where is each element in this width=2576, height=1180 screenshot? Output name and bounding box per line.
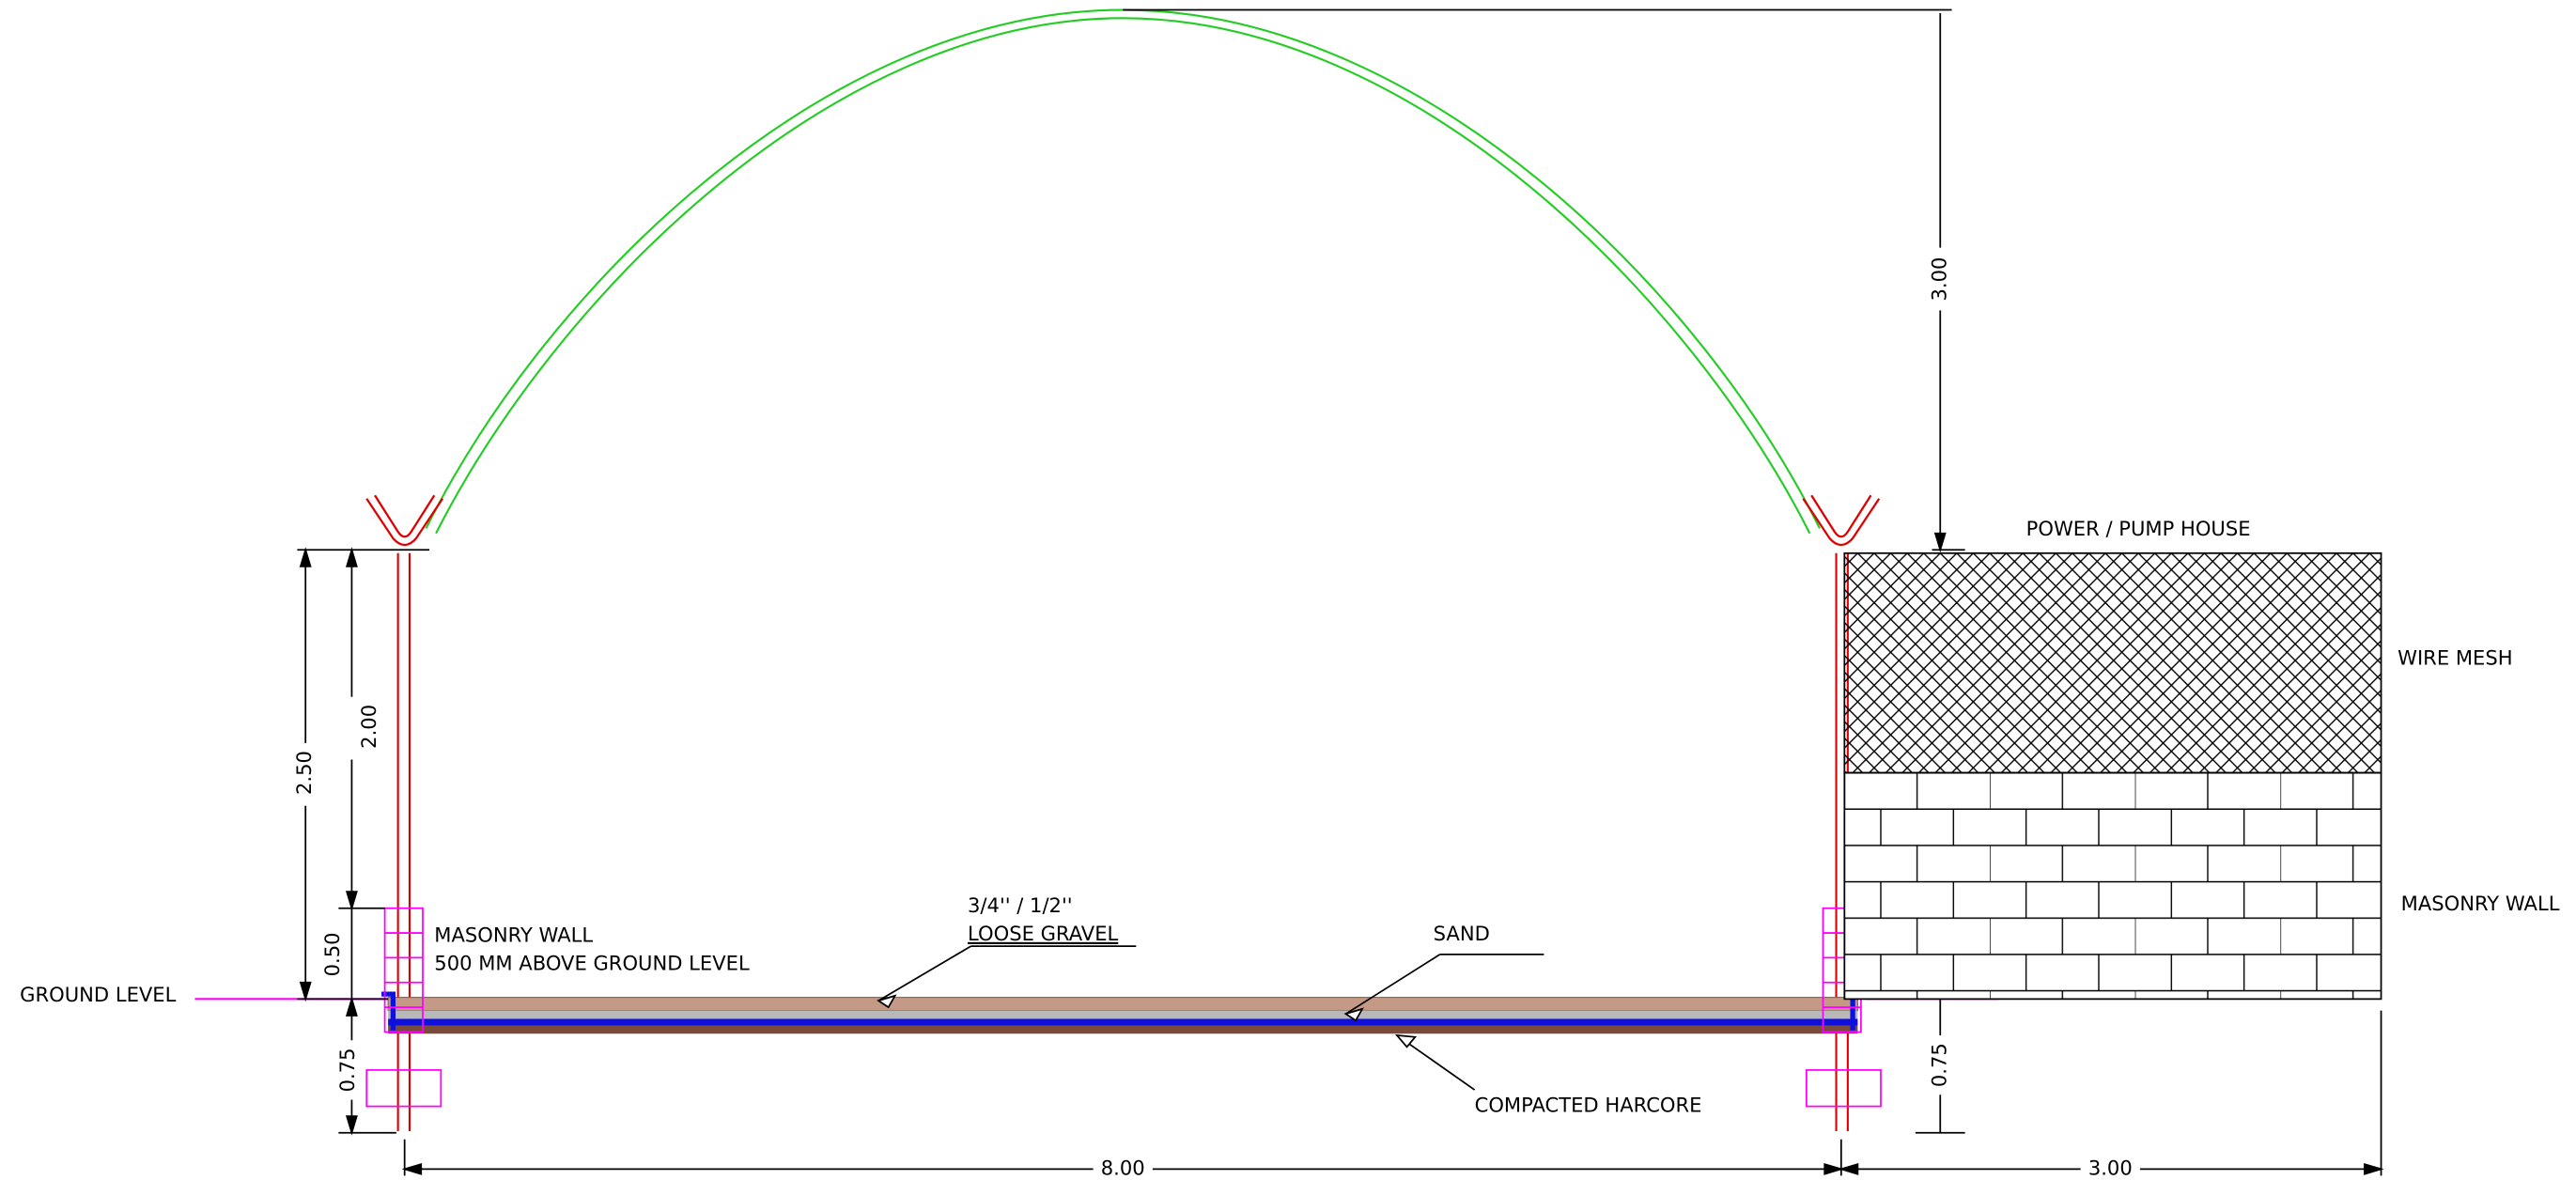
label: LOOSE GRAVEL bbox=[968, 922, 1119, 945]
arch bbox=[435, 17, 1811, 535]
label: POWER / PUMP HOUSE bbox=[2026, 517, 2251, 540]
wire-mesh bbox=[1843, 551, 2382, 774]
membrane bbox=[388, 1018, 1858, 1026]
post-cup bbox=[1802, 494, 1881, 547]
dimension: 3.00 bbox=[2088, 1156, 2133, 1179]
dimension-texts: 3.00 2.50 2.00 0.50 0.75 0.75 8.00 3.00 bbox=[292, 247, 2140, 1180]
dimension: 0.50 bbox=[320, 932, 344, 976]
label: COMPACTED HARCORE bbox=[1475, 1094, 1702, 1117]
leader bbox=[877, 945, 1544, 1091]
label: 500 MM ABOVE GROUND LEVEL bbox=[434, 951, 750, 974]
dimension: 8.00 bbox=[1101, 1156, 1145, 1179]
label: 3/4'' / 1/2'' bbox=[968, 893, 1073, 917]
dimension: 2.00 bbox=[357, 705, 380, 749]
post bbox=[396, 552, 1849, 1131]
label: MASONRY WALL bbox=[2401, 892, 2560, 915]
arch bbox=[425, 8, 1821, 529]
sand-layer bbox=[388, 1010, 1858, 1019]
post-cup bbox=[365, 494, 444, 547]
gravel-layer bbox=[387, 997, 1858, 1012]
dimension: 2.50 bbox=[292, 751, 316, 795]
harcore-layer bbox=[388, 1025, 1858, 1034]
dimension: 0.75 bbox=[335, 1048, 359, 1092]
label: MASONRY WALL bbox=[434, 924, 593, 947]
masonry-wall bbox=[1843, 771, 2382, 1001]
dimension: 0.75 bbox=[1927, 1043, 1950, 1087]
label: GROUND LEVEL bbox=[20, 983, 176, 1006]
label: SAND bbox=[1434, 922, 1490, 945]
dimension: 3.00 bbox=[1927, 257, 1950, 302]
label: WIRE MESH bbox=[2398, 645, 2512, 669]
